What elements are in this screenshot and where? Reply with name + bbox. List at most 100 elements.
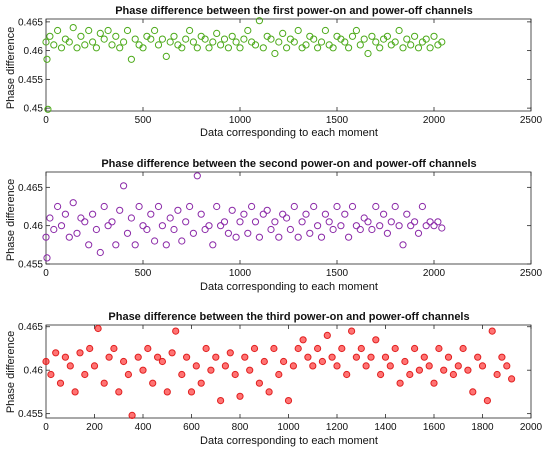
data-point — [228, 206, 236, 214]
y-tick-label: 0.465 — [18, 322, 43, 333]
data-point — [240, 210, 248, 218]
x-tick-label: 2000 — [423, 115, 446, 126]
x-tick-label: 1200 — [326, 422, 349, 433]
data-point — [127, 214, 135, 222]
data-point — [493, 370, 501, 379]
data-point — [414, 229, 423, 237]
data-point — [391, 202, 399, 211]
y-tick-label: 0.46 — [24, 221, 44, 232]
data-point — [42, 38, 50, 46]
data-point — [163, 388, 171, 396]
data-point — [154, 202, 163, 211]
data-point — [271, 218, 279, 226]
data-point — [435, 344, 443, 353]
data-point — [170, 32, 178, 40]
data-point — [96, 29, 104, 38]
data-point — [158, 357, 166, 366]
data-point — [116, 44, 124, 52]
panel-1-title: Phase difference between the first power… — [115, 5, 473, 17]
data-point — [267, 35, 275, 43]
data-point — [376, 44, 384, 52]
data-point — [333, 362, 341, 370]
data-point — [183, 353, 191, 361]
data-point — [69, 24, 77, 32]
data-point — [259, 210, 267, 218]
data-point — [290, 202, 298, 211]
x-tick-label: 500 — [135, 268, 152, 279]
data-point — [52, 349, 60, 357]
data-point — [193, 44, 201, 52]
data-point — [352, 222, 360, 230]
data-point — [77, 214, 85, 222]
data-point — [100, 202, 108, 211]
data-point — [139, 222, 147, 230]
data-point — [147, 35, 155, 43]
data-point — [217, 41, 225, 49]
data-point — [71, 388, 79, 396]
data-point — [422, 35, 430, 43]
data-points — [42, 324, 516, 419]
data-point — [395, 222, 403, 230]
x-tick-label: 1000 — [229, 268, 252, 279]
y-tick-label: 0.455 — [18, 260, 43, 271]
data-point — [244, 26, 252, 35]
x-tick-label: 1400 — [374, 422, 397, 433]
data-point — [73, 229, 81, 237]
data-point — [483, 397, 491, 405]
data-point — [302, 210, 310, 218]
data-point — [325, 218, 333, 226]
data-point — [144, 344, 152, 353]
panel-3-xlabel: Data corresponding to each moment — [200, 435, 378, 447]
data-point — [337, 222, 345, 230]
data-point — [174, 206, 182, 214]
data-point — [364, 49, 372, 58]
data-point — [284, 397, 293, 405]
data-point — [426, 218, 434, 226]
x-tick-label: 200 — [86, 422, 103, 433]
data-point — [236, 392, 244, 400]
data-point — [348, 327, 356, 335]
panel-2-plot: 0 500 1000 1500 2000 2500 0.455 0.46 0.465 — [18, 171, 543, 279]
data-point — [314, 222, 322, 230]
data-point — [444, 353, 453, 361]
data-point — [92, 44, 101, 52]
data-point — [348, 202, 357, 211]
data-point — [275, 233, 283, 241]
data-point — [304, 353, 312, 361]
data-point — [170, 225, 178, 234]
data-point — [168, 349, 176, 357]
data-point — [192, 362, 200, 370]
data-point — [488, 327, 496, 335]
data-point — [151, 237, 159, 245]
data-point — [158, 35, 166, 43]
data-point — [283, 214, 291, 222]
data-point — [236, 218, 244, 226]
data-point — [395, 26, 403, 35]
data-point — [139, 366, 147, 374]
data-point — [399, 241, 407, 249]
y-tick-label: 0.465 — [18, 17, 43, 28]
data-point — [399, 44, 407, 52]
panel-1-plot: 0 500 1000 1500 2000 2500 0.45 0.455 0.46 0.465 — [18, 17, 543, 126]
panel-3: Phase difference between the third power… — [5, 311, 543, 447]
data-point — [197, 210, 205, 218]
data-point — [289, 362, 297, 370]
data-point — [135, 202, 143, 211]
data-point — [430, 32, 438, 40]
data-point — [387, 218, 395, 226]
data-point — [128, 411, 136, 419]
data-point — [438, 224, 446, 232]
data-point — [321, 210, 329, 218]
data-point — [205, 44, 213, 52]
data-point — [372, 38, 380, 46]
data-point — [383, 229, 391, 237]
data-point — [202, 344, 210, 353]
data-point — [251, 41, 260, 49]
y-tick-label: 0.46 — [24, 366, 44, 377]
data-point — [267, 225, 275, 234]
data-point — [265, 388, 273, 396]
data-point — [418, 202, 426, 211]
data-point — [425, 362, 433, 370]
data-point — [246, 366, 254, 374]
data-point — [65, 233, 73, 241]
